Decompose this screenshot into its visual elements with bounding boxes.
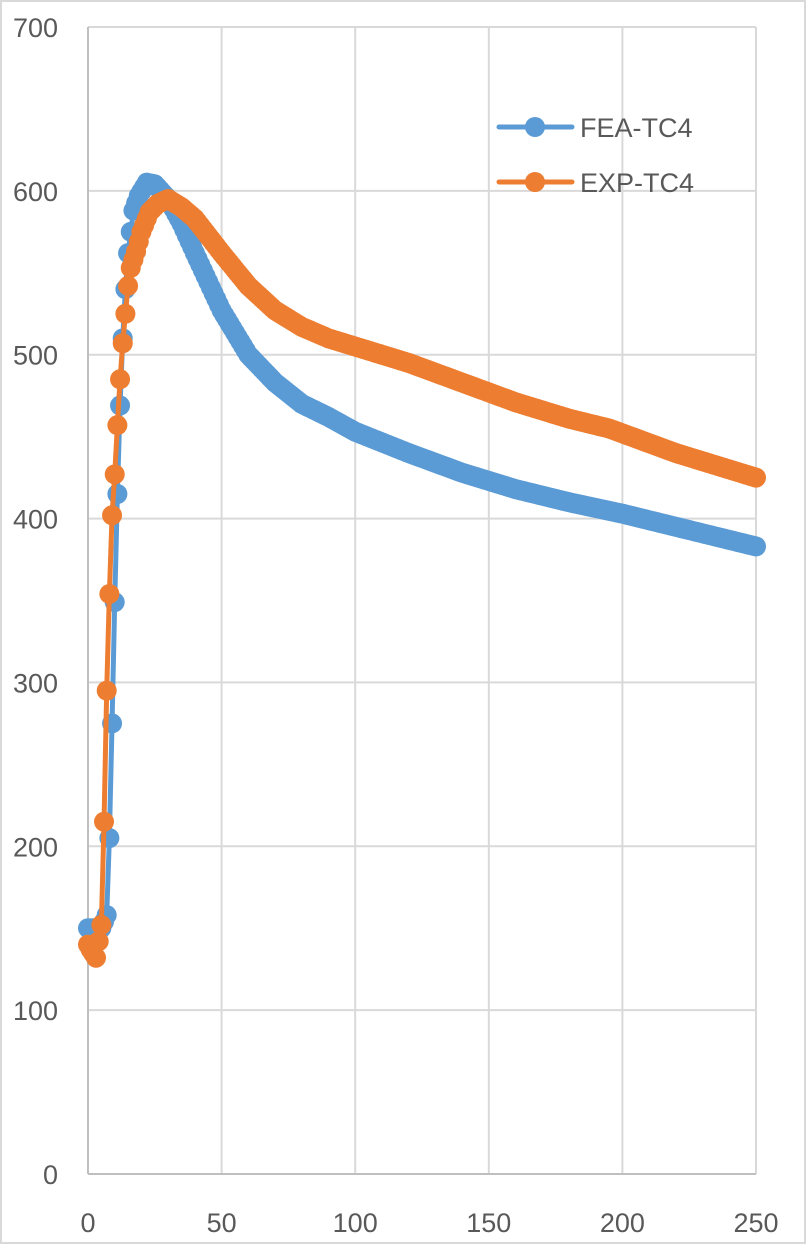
y-tick-label: 600 bbox=[13, 177, 58, 207]
legend: FEA-TC4 EXP-TC4 bbox=[496, 113, 694, 198]
y-tick-label: 200 bbox=[13, 832, 58, 862]
gridlines bbox=[87, 26, 757, 1175]
data-point-marker bbox=[110, 369, 131, 390]
y-axis-tick-labels: 0 100 200 300 400 500 600 700 bbox=[13, 13, 58, 1190]
x-tick-label: 150 bbox=[466, 1208, 511, 1238]
data-point-marker bbox=[88, 931, 109, 952]
data-point-marker bbox=[104, 464, 125, 485]
legend-item-exp-tc4: EXP-TC4 bbox=[496, 168, 694, 198]
data-point-marker bbox=[746, 536, 766, 557]
data-point-marker bbox=[94, 811, 115, 832]
y-tick-label: 400 bbox=[13, 505, 58, 535]
legend-marker-icon bbox=[525, 172, 545, 192]
data-point-marker bbox=[118, 275, 139, 296]
y-tick-label: 700 bbox=[13, 13, 58, 43]
data-point-marker bbox=[86, 947, 107, 968]
y-tick-label: 0 bbox=[43, 1160, 58, 1190]
legend-label: EXP-TC4 bbox=[580, 168, 694, 198]
data-point-marker bbox=[107, 483, 128, 504]
x-tick-label: 0 bbox=[80, 1208, 95, 1238]
data-point-marker bbox=[746, 467, 766, 488]
y-tick-label: 100 bbox=[13, 996, 58, 1026]
data-point-marker bbox=[96, 680, 117, 701]
x-tick-label: 250 bbox=[733, 1208, 778, 1238]
data-series bbox=[78, 172, 766, 968]
y-tick-label: 300 bbox=[13, 668, 58, 698]
data-point-marker bbox=[99, 583, 120, 604]
y-tick-label: 500 bbox=[13, 341, 58, 371]
data-point-marker bbox=[107, 415, 128, 436]
series-exp-tc4 bbox=[78, 189, 766, 968]
legend-label: FEA-TC4 bbox=[580, 113, 693, 143]
x-tick-label: 200 bbox=[600, 1208, 645, 1238]
data-point-marker bbox=[115, 303, 136, 324]
series-fea-tc4 bbox=[78, 172, 766, 939]
series-line bbox=[88, 180, 757, 931]
x-tick-label: 100 bbox=[333, 1208, 378, 1238]
data-point-marker bbox=[91, 914, 112, 935]
legend-item-fea-tc4: FEA-TC4 bbox=[496, 113, 693, 143]
data-point-marker bbox=[102, 505, 123, 526]
series-line bbox=[85, 196, 757, 961]
legend-marker-icon bbox=[525, 117, 545, 137]
x-tick-label: 50 bbox=[207, 1208, 237, 1238]
x-axis-tick-labels: 0 50 100 150 200 250 bbox=[80, 1208, 778, 1238]
data-point-marker bbox=[112, 333, 133, 354]
